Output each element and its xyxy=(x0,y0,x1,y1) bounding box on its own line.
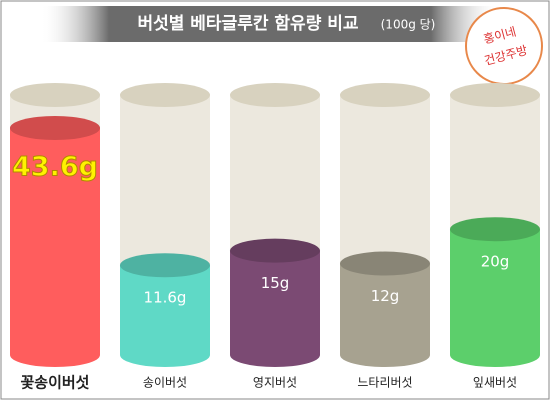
x-tick-label: 느타리버섯 xyxy=(357,376,412,390)
logo: 홍이네 건강주방 xyxy=(465,7,543,85)
x-tick-label: 영지버섯 xyxy=(253,376,297,390)
value-label: 12g xyxy=(371,287,400,305)
bar xyxy=(10,128,100,367)
bar xyxy=(120,265,210,367)
logo-circle xyxy=(465,7,543,85)
bar-top xyxy=(10,116,100,140)
x-tick-label: 잎새버섯 xyxy=(473,376,517,390)
bar-top xyxy=(340,251,430,276)
cylinder-bg-top xyxy=(340,83,430,107)
bar-top xyxy=(450,217,540,242)
bar-top xyxy=(230,238,320,263)
cylinder-bg-top xyxy=(120,83,210,107)
bar xyxy=(230,250,320,367)
value-label: 11.6g xyxy=(144,289,187,307)
value-label: 20g xyxy=(481,253,510,271)
x-tick-label: 꽃송이버섯 xyxy=(20,374,89,392)
cylinder-bg-top xyxy=(230,83,320,107)
x-tick-label: 송이버섯 xyxy=(143,376,187,390)
chart-title: 버섯별 베타글루칸 함유량 비교 xyxy=(137,13,358,34)
cylinder-bg-top xyxy=(450,83,540,107)
bar xyxy=(450,229,540,367)
bar xyxy=(340,263,430,367)
title-bar xyxy=(40,6,500,42)
cylinder-bg-top xyxy=(10,83,100,107)
bar-top xyxy=(120,253,210,278)
value-label: 15g xyxy=(261,274,290,292)
chart-subtitle: (100g 당) xyxy=(381,18,436,32)
value-label: 43.6g xyxy=(12,152,98,183)
